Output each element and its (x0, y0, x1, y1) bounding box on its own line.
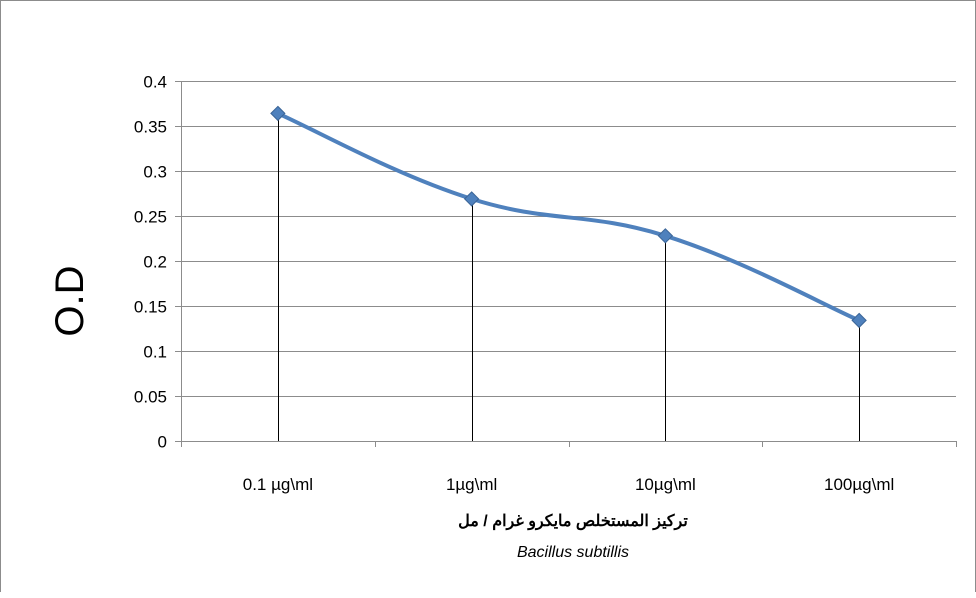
y-tick-label: 0.15 (134, 298, 167, 317)
x-category-label: 0.1 µg\ml (243, 475, 313, 494)
data-point (270, 105, 286, 122)
y-axis-title: O.D (48, 265, 92, 336)
y-tick-labels: 0 0.05 0.1 0.15 0.2 0.25 0.3 0.35 0.4 (134, 73, 167, 452)
x-category-label: 1µg\ml (446, 475, 497, 494)
x-category-label: 100µg\ml (824, 475, 894, 494)
x-category-label: 10µg\ml (635, 475, 696, 494)
series-line (275, 111, 862, 323)
data-point (851, 312, 867, 329)
y-tick-label: 0.35 (134, 118, 167, 137)
axes (175, 81, 957, 447)
y-tick-label: 0.1 (143, 343, 167, 362)
y-tick-label: 0.2 (143, 253, 167, 272)
series-lines (275, 111, 862, 323)
grid-lines (181, 81, 956, 397)
x-category-labels: 0.1 µg\ml 1µg\ml 10µg\ml 100µg\ml (243, 475, 895, 494)
data-point (463, 191, 480, 207)
y-tick-label: 0 (158, 433, 167, 452)
y-tick-label: 0.3 (143, 163, 167, 182)
y-tick-label: 0.05 (134, 388, 167, 407)
x-axis-title: تركيز المستخلص مايكرو غرام / مل (458, 513, 688, 531)
data-point (657, 228, 674, 244)
y-tick-label: 0.25 (134, 208, 167, 227)
drop-lines (278, 113, 860, 441)
x-axis-subtitle: Bacillus subtillis (517, 544, 629, 561)
y-tick-label: 0.4 (143, 73, 167, 92)
data-markers (270, 105, 867, 329)
